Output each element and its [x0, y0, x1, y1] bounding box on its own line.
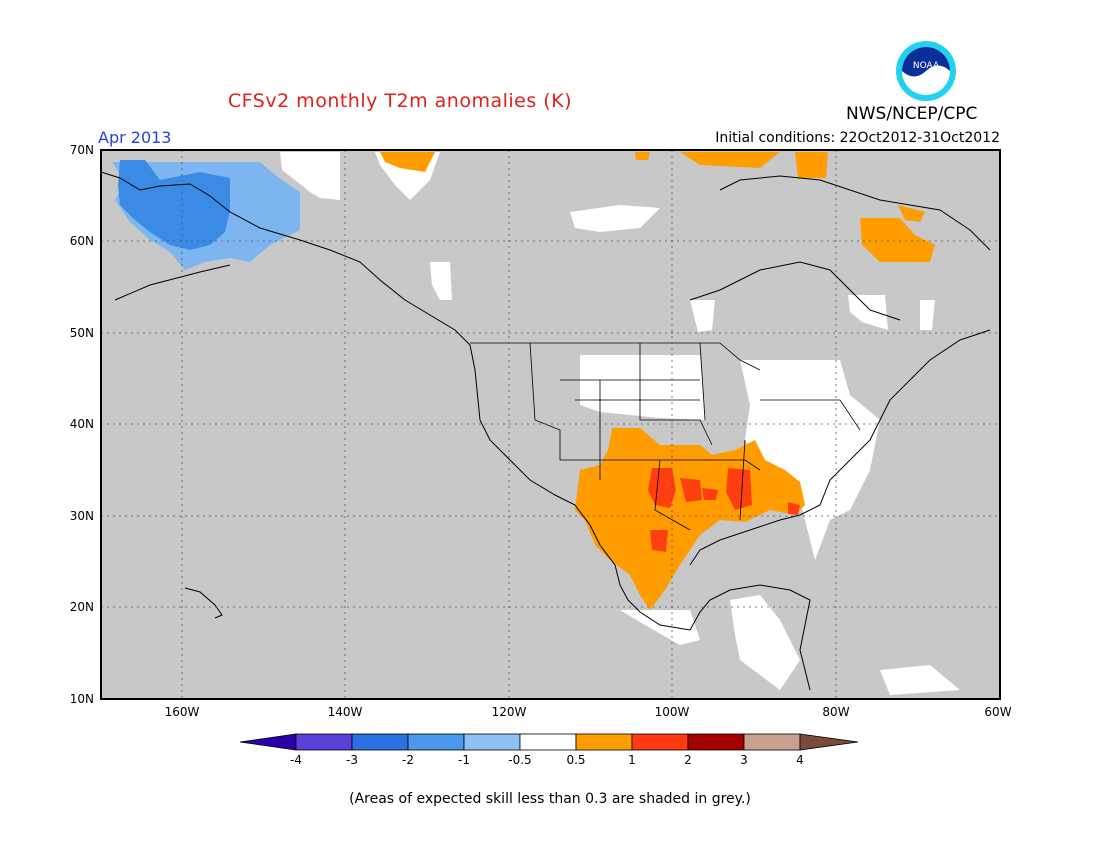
colorbar-segment — [239, 733, 297, 751]
grid-lines — [101, 150, 1000, 699]
map-frame — [100, 149, 1001, 700]
red-anomaly-areas — [648, 468, 800, 552]
lat-label: 60N — [70, 234, 94, 248]
coastlines — [100, 171, 991, 691]
colorbar — [239, 733, 859, 751]
colorbar-segment — [631, 733, 689, 751]
agency-label: NWS/NCEP/CPC — [846, 104, 978, 124]
lon-label: 100W — [655, 705, 690, 719]
colorbar-segment — [575, 733, 633, 751]
lon-label: 140W — [328, 705, 363, 719]
lat-label: 50N — [70, 326, 94, 340]
colorbar-segment — [799, 733, 859, 751]
lon-label: 160W — [165, 705, 200, 719]
noaa-logo: NOAA — [896, 41, 956, 101]
lon-label: 60W — [984, 705, 1011, 719]
colorbar-label: -4 — [290, 753, 302, 767]
colorbar-label: 2 — [684, 753, 692, 767]
colorbar-segment — [407, 733, 465, 751]
colorbar-segment — [351, 733, 409, 751]
longitude-labels: 160W 140W 120W 100W 80W 60W — [165, 705, 1012, 719]
colorbar-label: -1 — [458, 753, 470, 767]
colorbar-label: 4 — [796, 753, 804, 767]
anomaly-map: 70N 60N 50N 40N 30N 20N 10N 160W 140W 12… — [70, 143, 1012, 767]
lat-label: 10N — [70, 692, 94, 706]
lat-label: 70N — [70, 143, 94, 157]
skill-footnote: (Areas of expected skill less than 0.3 a… — [349, 791, 751, 807]
latitude-labels: 70N 60N 50N 40N 30N 20N 10N — [70, 143, 94, 706]
forecast-month: Apr 2013 — [98, 128, 172, 147]
colorbar-segment — [463, 733, 521, 751]
colorbar-segment — [295, 733, 353, 751]
colorbar-segment — [687, 733, 745, 751]
lat-label: 20N — [70, 600, 94, 614]
colorbar-label: 3 — [740, 753, 748, 767]
blue-anomaly-areas — [118, 160, 230, 250]
chart-title: CFSv2 monthly T2m anomalies (K) — [227, 90, 573, 112]
initial-conditions: Initial conditions: 22Oct2012-31Oct2012 — [715, 130, 1000, 146]
colorbar-label: -0.5 — [508, 753, 531, 767]
lon-label: 80W — [822, 705, 849, 719]
logo-text: NOAA — [913, 61, 940, 71]
colorbar-label: 1 — [628, 753, 636, 767]
colorbar-segment — [743, 733, 801, 751]
colorbar-label: 0.5 — [566, 753, 585, 767]
colorbar-label: -2 — [402, 753, 414, 767]
lat-label: 30N — [70, 509, 94, 523]
white-anomaly-areas — [280, 152, 960, 695]
state-borders — [470, 342, 861, 531]
colorbar-labels: -4 -3 -2 -1 -0.5 0.5 1 2 3 4 — [290, 753, 804, 767]
colorbar-segment — [519, 733, 577, 751]
colorbar-label: -3 — [346, 753, 358, 767]
lon-label: 120W — [492, 705, 527, 719]
lat-label: 40N — [70, 417, 94, 431]
